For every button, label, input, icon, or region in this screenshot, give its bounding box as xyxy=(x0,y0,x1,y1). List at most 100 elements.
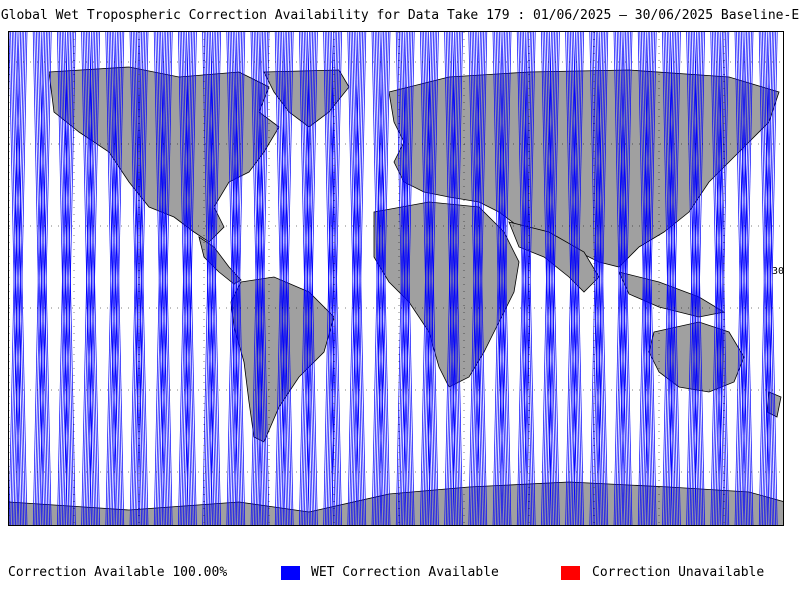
landmass-new-zealand xyxy=(766,391,782,418)
descending-track xyxy=(471,32,483,525)
descending-track xyxy=(376,32,388,525)
descending-track xyxy=(186,32,197,525)
descending-track xyxy=(257,32,268,525)
descending-track xyxy=(36,32,47,525)
descending-track xyxy=(424,32,436,525)
descending-track xyxy=(307,32,318,525)
descending-track xyxy=(15,32,26,525)
descending-track xyxy=(326,32,338,525)
descending-track xyxy=(741,32,752,525)
descending-track xyxy=(158,32,170,525)
descending-track xyxy=(547,32,559,525)
legend-label-wet-available: WET Correction Available xyxy=(311,565,499,580)
descending-track xyxy=(618,32,630,525)
descending-track xyxy=(110,32,121,525)
descending-track xyxy=(305,32,317,525)
descending-track xyxy=(473,32,484,525)
descending-track xyxy=(86,32,97,525)
descending-track xyxy=(60,32,71,525)
blue-square-icon xyxy=(281,566,300,580)
world-map xyxy=(8,31,784,526)
descending-track xyxy=(645,32,657,525)
descending-track xyxy=(762,32,773,525)
descending-track xyxy=(644,32,655,525)
descending-track xyxy=(523,32,534,525)
descending-track xyxy=(303,32,315,525)
descending-track xyxy=(61,32,73,525)
descending-track xyxy=(495,32,507,525)
descending-track xyxy=(520,32,531,525)
descending-track xyxy=(423,32,434,525)
descending-track xyxy=(641,32,652,525)
availability-percentage: Correction Available 100.00% xyxy=(8,565,228,580)
descending-track xyxy=(666,32,678,525)
descending-track xyxy=(89,32,100,525)
descending-track xyxy=(665,32,676,525)
descending-track xyxy=(161,32,173,525)
descending-track xyxy=(594,32,605,525)
descending-track xyxy=(452,32,463,525)
descending-track xyxy=(571,32,583,525)
descending-track xyxy=(282,32,294,525)
descending-track xyxy=(620,32,631,525)
descending-track xyxy=(132,32,144,525)
descending-track xyxy=(403,32,415,525)
descending-track xyxy=(113,32,125,525)
descending-track xyxy=(400,32,412,525)
descending-track xyxy=(182,32,194,525)
descending-track xyxy=(84,32,96,525)
descending-track xyxy=(279,32,291,525)
ascending-track xyxy=(783,32,784,526)
descending-track xyxy=(134,32,146,525)
descending-track xyxy=(428,32,439,525)
descending-track xyxy=(573,32,584,525)
descending-track xyxy=(737,32,749,525)
descending-track xyxy=(234,32,246,525)
descending-track xyxy=(229,32,241,525)
descending-track xyxy=(545,32,557,525)
descending-track xyxy=(210,32,221,525)
descending-track xyxy=(136,32,147,525)
descending-track xyxy=(402,32,413,525)
descending-track xyxy=(207,32,218,525)
descending-track xyxy=(378,32,389,525)
descending-track xyxy=(718,32,730,525)
descending-track xyxy=(231,32,242,525)
descending-track xyxy=(13,32,25,525)
descending-track xyxy=(253,32,265,525)
descending-track xyxy=(355,32,367,525)
descending-track xyxy=(302,32,313,525)
descending-track xyxy=(544,32,555,525)
descending-track xyxy=(476,32,488,525)
descending-track xyxy=(668,32,680,525)
descending-track xyxy=(426,32,438,525)
descending-track xyxy=(713,32,725,525)
descending-track xyxy=(258,32,270,525)
descending-track xyxy=(184,32,196,525)
satellite-ground-tracks xyxy=(9,32,784,526)
descending-track xyxy=(449,32,460,525)
descending-track xyxy=(255,32,267,525)
descending-track xyxy=(329,32,341,525)
descending-track xyxy=(278,32,289,525)
descending-track xyxy=(670,32,681,525)
landmass-antarctica xyxy=(9,481,783,525)
descending-track xyxy=(331,32,342,525)
descending-track xyxy=(181,32,192,525)
descending-track xyxy=(87,32,99,525)
descending-track xyxy=(328,32,339,525)
descending-track xyxy=(765,32,776,525)
descending-track xyxy=(208,32,220,525)
descending-track xyxy=(108,32,120,525)
descending-track xyxy=(783,32,784,526)
descending-track xyxy=(16,32,28,525)
descending-track xyxy=(350,32,362,525)
descending-track xyxy=(137,32,149,525)
descending-track xyxy=(374,32,386,525)
descending-track xyxy=(111,32,123,525)
descending-track xyxy=(692,32,704,525)
descending-track xyxy=(597,32,609,525)
descending-track xyxy=(447,32,459,525)
descending-track xyxy=(450,32,462,525)
